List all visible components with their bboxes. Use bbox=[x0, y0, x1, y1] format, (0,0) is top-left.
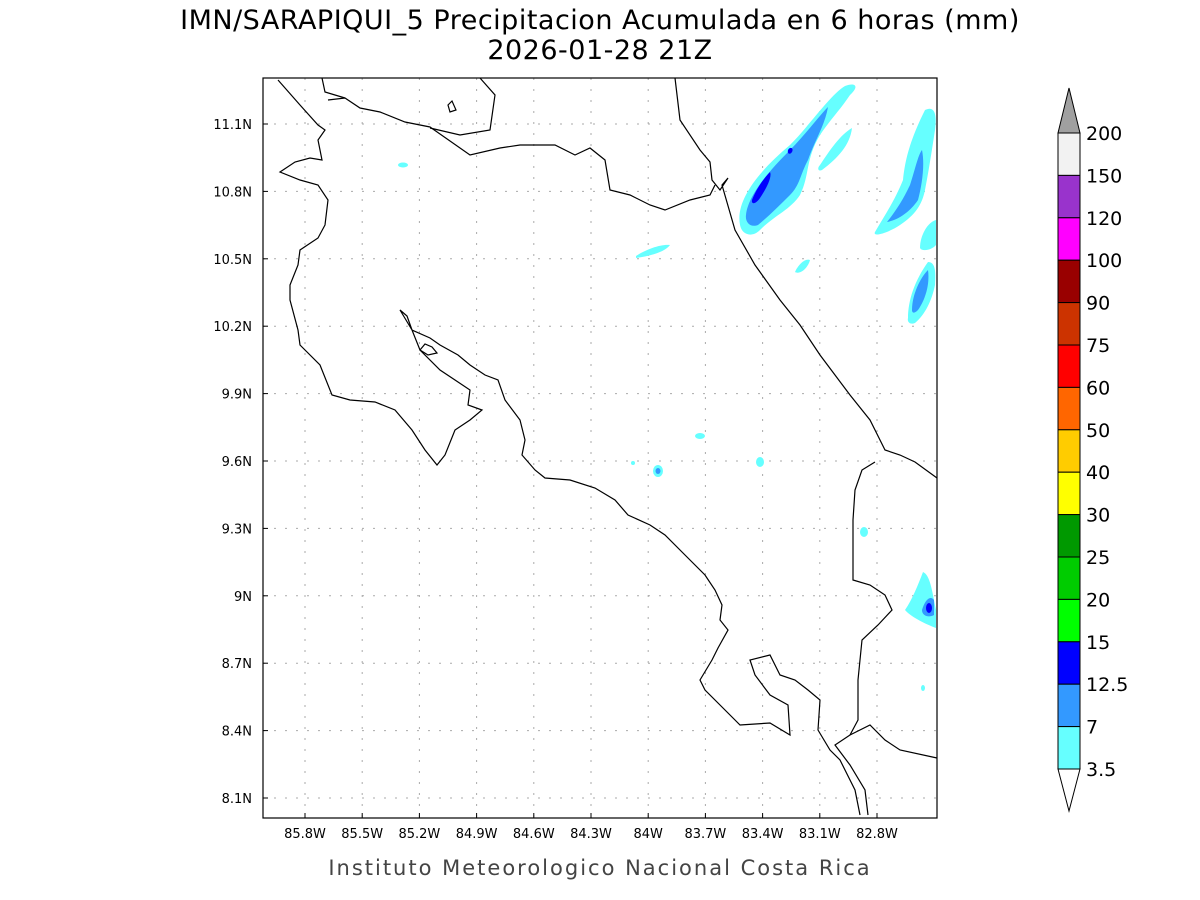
lat-tick-label: 8.7N bbox=[222, 657, 252, 672]
precip-area bbox=[655, 468, 661, 474]
lon-tick-label: 82.8W bbox=[856, 827, 898, 842]
lat-tick-label: 8.4N bbox=[222, 725, 252, 740]
pacific-coastline bbox=[277, 79, 861, 816]
precip-area bbox=[636, 244, 670, 258]
colorbar: 3.5 7 12.5 15 20 25 30 40 50 60 75 90 100 120 150 200 bbox=[1057, 87, 1128, 813]
precip-area bbox=[887, 150, 924, 222]
lon-tick-label: 84.9W bbox=[456, 827, 498, 842]
colorbar-swatch bbox=[1057, 598, 1081, 643]
colorbar-label: 120 bbox=[1086, 208, 1122, 230]
colorbar-swatch bbox=[1057, 302, 1081, 346]
precip-area bbox=[756, 457, 764, 467]
precip-area bbox=[795, 259, 810, 273]
lat-tick-label: 11.1N bbox=[213, 118, 252, 133]
lon-tick-label: 84.6W bbox=[513, 827, 555, 842]
lat-tick-label: 9.3N bbox=[222, 522, 252, 537]
lat-tick-label: 10.2N bbox=[213, 320, 252, 335]
colorbar-label: 7 bbox=[1086, 717, 1098, 739]
colorbar-swatch bbox=[1057, 386, 1081, 431]
colorbar-label: 30 bbox=[1086, 505, 1110, 527]
colorbar-label: 60 bbox=[1086, 377, 1110, 399]
panama-border bbox=[849, 461, 893, 736]
colorbar-label: 50 bbox=[1086, 420, 1110, 442]
colorbar-label: 100 bbox=[1086, 250, 1122, 272]
precip-area bbox=[926, 603, 932, 613]
colorbar-over-arrow bbox=[1057, 87, 1081, 134]
colorbar-label: 150 bbox=[1086, 165, 1122, 187]
pacific-coastline-south bbox=[834, 724, 938, 816]
map-frame bbox=[262, 77, 938, 819]
colorbar-under-arrow bbox=[1057, 768, 1081, 813]
colorbar-label: 20 bbox=[1086, 589, 1110, 611]
precip-area bbox=[631, 461, 635, 465]
colorbar-label: 90 bbox=[1086, 293, 1110, 315]
colorbar-swatch bbox=[1057, 217, 1081, 261]
lon-tick-label: 83.4W bbox=[742, 827, 784, 842]
colorbar-label: 15 bbox=[1086, 632, 1110, 654]
caribbean-coastline bbox=[674, 77, 938, 479]
lon-tick-label: 83.1W bbox=[799, 827, 841, 842]
precip-area bbox=[921, 685, 925, 691]
colorbar-label: 12.5 bbox=[1086, 674, 1128, 696]
axis-labels: 85.8W 85.5W 85.2W 84.9W 84.6W 84.3W 84W 83.7W 83… bbox=[213, 118, 898, 842]
colorbar-label: 3.5 bbox=[1086, 759, 1116, 781]
lon-tick-label: 83.7W bbox=[684, 827, 726, 842]
coastlines bbox=[277, 77, 938, 816]
island bbox=[447, 99, 457, 113]
lon-tick-label: 85.2W bbox=[398, 827, 440, 842]
precip-area bbox=[818, 128, 852, 171]
precip-area bbox=[398, 162, 408, 168]
colorbar-swatch bbox=[1057, 429, 1081, 473]
map-title: IMN/SARAPIQUI_5 Precipitacion Acumulada … bbox=[180, 5, 1020, 36]
lon-tick-label: 85.5W bbox=[341, 827, 383, 842]
colorbar-label: 75 bbox=[1086, 335, 1110, 357]
gridlines bbox=[263, 78, 937, 818]
colorbar-label: 25 bbox=[1086, 547, 1110, 569]
precip-area bbox=[874, 108, 936, 235]
lat-tick-label: 10.8N bbox=[213, 185, 252, 200]
island bbox=[419, 343, 439, 356]
colorbar-swatch bbox=[1057, 132, 1081, 176]
precip-area bbox=[860, 527, 868, 537]
colorbar-swatch bbox=[1057, 556, 1081, 600]
lat-tick-label: 10.5N bbox=[213, 253, 252, 268]
precip-area bbox=[912, 270, 929, 313]
lake-shore bbox=[321, 77, 346, 99]
precip-area bbox=[751, 172, 771, 204]
lon-tick-label: 84W bbox=[633, 827, 663, 842]
lon-tick-label: 84.3W bbox=[570, 827, 612, 842]
lat-tick-label: 9.6N bbox=[222, 455, 252, 470]
map-valid-time: 2026-01-28 21Z bbox=[487, 35, 713, 66]
lat-tick-label: 9N bbox=[234, 590, 252, 605]
colorbar-swatch bbox=[1057, 641, 1081, 685]
colorbar-swatch bbox=[1057, 344, 1081, 388]
colorbar-label: 40 bbox=[1086, 462, 1110, 484]
precip-area bbox=[745, 107, 828, 226]
colorbar-swatch bbox=[1057, 259, 1081, 304]
lon-tick-label: 85.8W bbox=[284, 827, 326, 842]
colorbar-swatch bbox=[1057, 683, 1081, 728]
lat-tick-label: 9.9N bbox=[222, 388, 252, 403]
precip-area bbox=[695, 433, 705, 439]
precip-area bbox=[920, 220, 936, 251]
colorbar-swatch bbox=[1057, 726, 1081, 770]
colorbar-swatch bbox=[1057, 174, 1081, 219]
colorbar-swatch bbox=[1057, 471, 1081, 516]
precip-area bbox=[787, 147, 793, 154]
nicaragua-border bbox=[327, 97, 716, 211]
colorbar-swatch bbox=[1057, 514, 1081, 558]
colorbar-label: 200 bbox=[1086, 123, 1122, 145]
precipitation-contours bbox=[398, 84, 936, 691]
lat-tick-label: 8.1N bbox=[222, 792, 252, 807]
footer-credit: Instituto Meteorologico Nacional Costa R… bbox=[328, 856, 872, 880]
lake-shore bbox=[429, 77, 496, 136]
